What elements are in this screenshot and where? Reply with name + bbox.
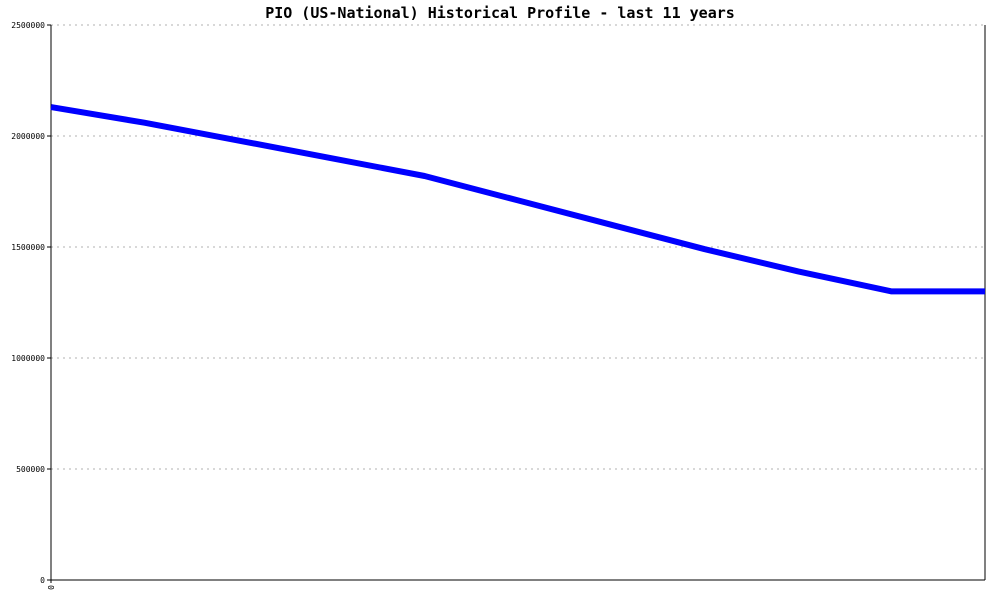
y-tick-labels: 0 500000 1000000 1500000 2000000 2500000 (11, 21, 45, 585)
y-tick-label-4: 2000000 (11, 132, 45, 141)
series-lines (50, 104, 985, 295)
y-tick-label-1: 500000 (16, 465, 45, 474)
y-tick-label-3: 1500000 (11, 243, 45, 252)
y-tick-label-2: 1000000 (11, 354, 45, 363)
x-tick-labels: 0 (47, 585, 56, 590)
y-tick-label-0: 0 (40, 576, 45, 585)
axes (47, 24, 986, 583)
series-line-0 (50, 104, 985, 295)
chart-title: PIO (US-National) Historical Profile - l… (265, 4, 735, 22)
x-tick-label-0: 0 (47, 585, 56, 590)
y-tick-label-5: 2500000 (11, 21, 45, 30)
grid-lines (51, 24, 985, 470)
